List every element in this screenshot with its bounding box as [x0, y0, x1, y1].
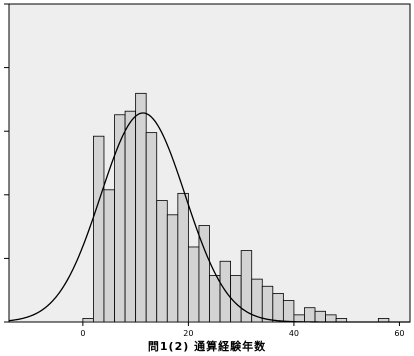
histogram-bar: [187, 246, 200, 323]
histogram-bar: [293, 314, 305, 323]
x-tick-label: 60: [394, 329, 404, 338]
histogram-bar: [261, 285, 274, 323]
histogram-bar: [314, 310, 326, 323]
normal-curve: [8, 112, 410, 323]
x-tick-label: 40: [289, 329, 299, 338]
x-axis-label: 問1(2) 通算経験年数: [147, 340, 267, 353]
histogram-bar: [103, 189, 115, 323]
x-axis: 0 20 40 60: [80, 322, 405, 338]
histogram-bar: [177, 192, 189, 323]
histogram-bar: [82, 318, 94, 323]
y-axis: [4, 3, 9, 323]
histogram-bar: [124, 110, 137, 323]
histogram-bar: [282, 300, 295, 323]
histogram-bar: [135, 92, 147, 323]
histogram-bar: [166, 214, 179, 323]
histogram-bar: [304, 307, 316, 323]
histogram-bar: [325, 314, 337, 323]
histogram-bar: [272, 293, 284, 323]
histogram-bar: [156, 200, 168, 323]
x-tick-label: 20: [183, 329, 193, 338]
histogram-bar: [209, 275, 221, 323]
histogram-bar: [198, 225, 210, 323]
histogram-bar: [114, 114, 126, 323]
histogram-bar: [145, 132, 158, 323]
histogram-bar: [93, 135, 105, 323]
x-tick-label: 0: [80, 329, 85, 338]
